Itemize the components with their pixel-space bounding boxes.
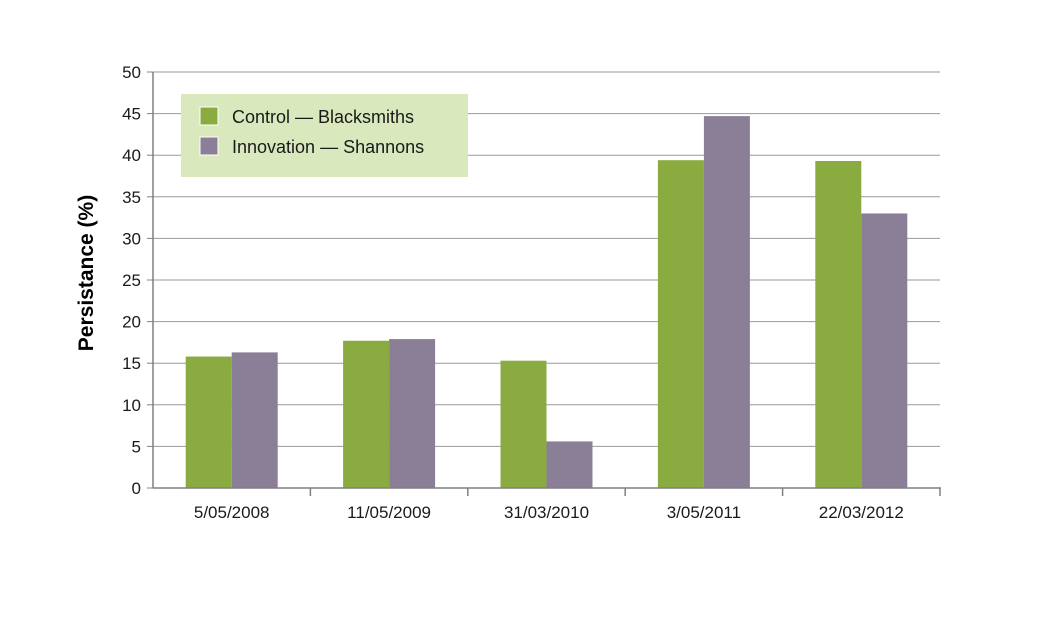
y-tick-label: 5: [132, 437, 141, 456]
y-axis-title: Persistance (%): [75, 195, 98, 351]
y-tick-label: 0: [132, 479, 141, 498]
x-tick-label: 3/05/2011: [667, 503, 741, 522]
x-tick-label: 5/05/2008: [194, 503, 270, 522]
bar-innovation: [703, 116, 750, 488]
y-tick-label: 10: [122, 396, 141, 415]
bar-innovation: [389, 339, 436, 488]
legend-swatch-innovation: [199, 136, 219, 156]
bar-control: [500, 360, 547, 488]
x-tick-label: 22/03/2012: [819, 503, 904, 522]
y-tick-label: 35: [122, 188, 141, 207]
legend-swatch-control: [199, 106, 219, 126]
legend-label-control: Control — Blacksmiths: [232, 107, 414, 127]
y-tick-label: 40: [122, 146, 141, 165]
axes: [147, 71, 941, 496]
y-tick-label: 45: [122, 105, 141, 124]
bar-control: [815, 161, 862, 489]
bar-innovation: [546, 441, 593, 488]
bars: [185, 116, 908, 489]
legend: Control — Blacksmiths Innovation — Shann…: [181, 94, 468, 177]
bar-control: [185, 356, 232, 488]
bar-control: [343, 340, 390, 488]
legend-background: [181, 94, 468, 177]
y-tick-labels: 0 5 10 15 20 25 30 35 40 45 50: [122, 63, 141, 498]
y-tick-label: 50: [122, 63, 141, 82]
bar-control: [657, 160, 704, 488]
bar-innovation: [231, 352, 278, 488]
legend-label-innovation: Innovation — Shannons: [232, 137, 424, 157]
bar-innovation: [861, 213, 908, 488]
y-tick-label: 30: [122, 229, 141, 248]
x-tick-label: 11/05/2009: [347, 503, 431, 522]
gridlines: [153, 71, 940, 447]
y-tick-label: 20: [122, 313, 141, 332]
x-tick-labels: 5/05/2008 11/05/2009 31/03/2010 3/05/2011 22…: [194, 503, 904, 522]
x-tick-label: 31/03/2010: [504, 503, 589, 522]
y-tick-label: 15: [122, 354, 141, 373]
y-tick-label: 25: [122, 271, 141, 290]
